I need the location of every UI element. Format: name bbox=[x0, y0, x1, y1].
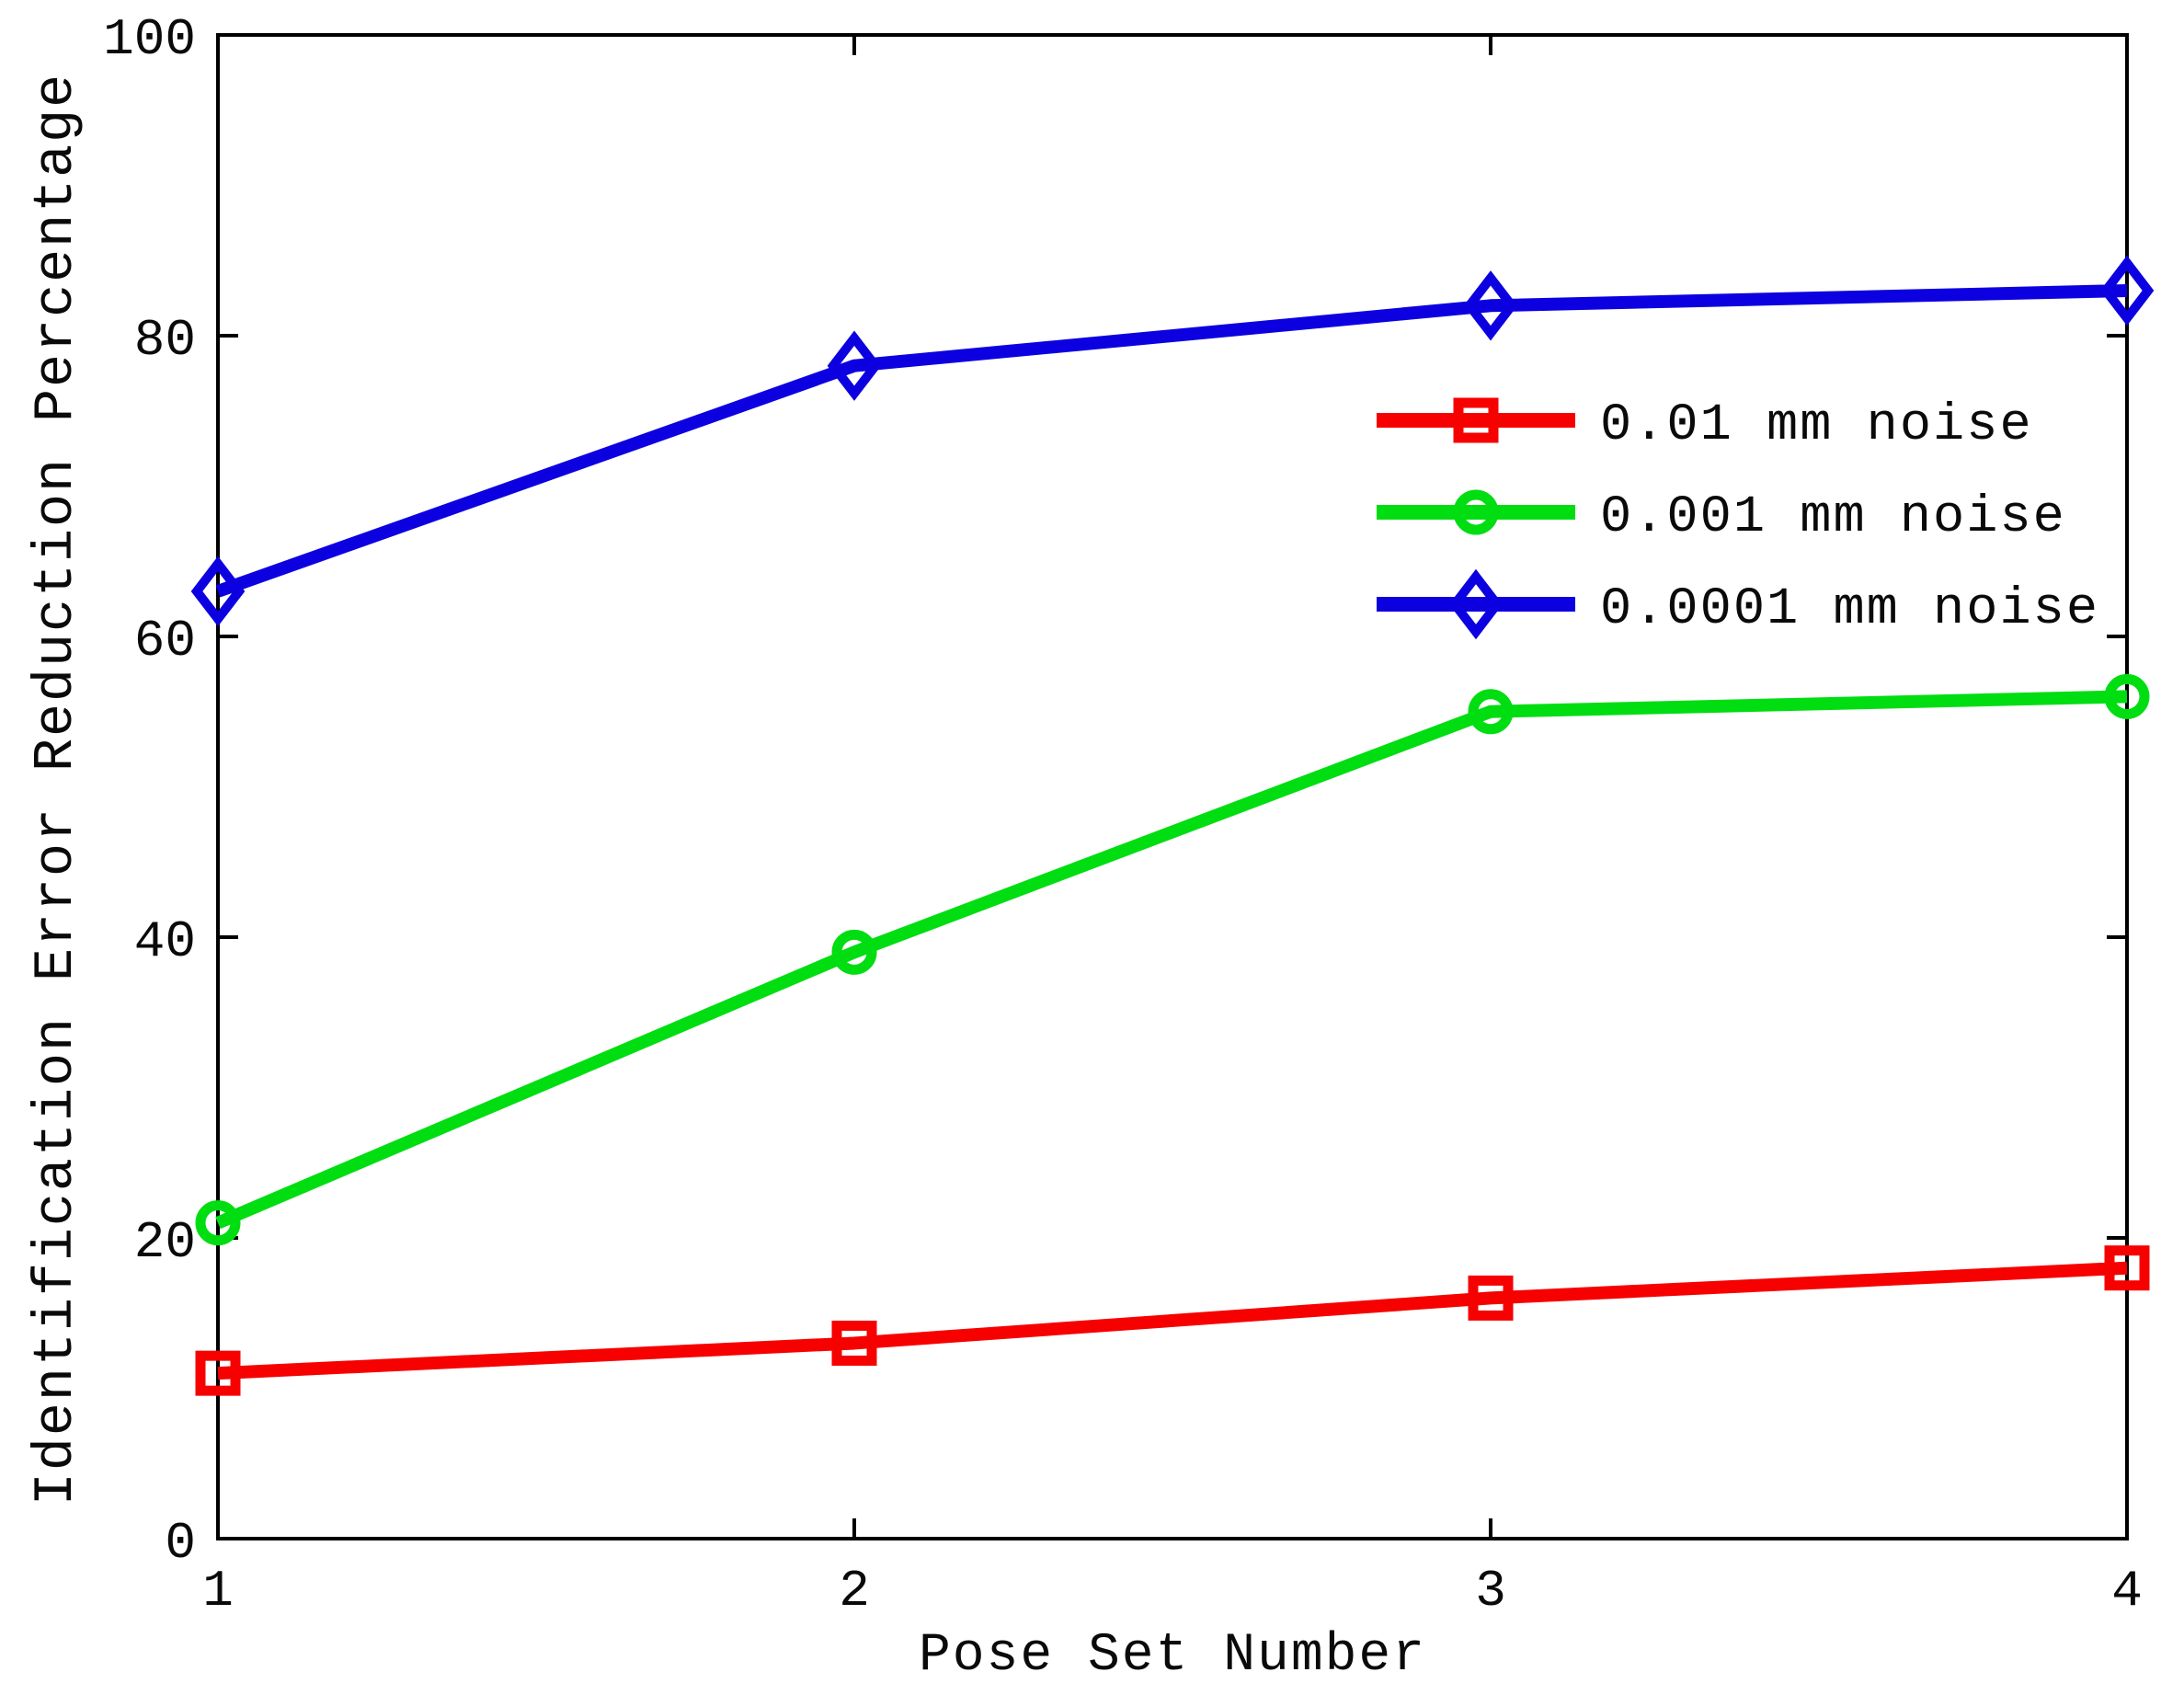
marker-0-001-mm-noise-x1 bbox=[195, 1200, 241, 1246]
marker-0-0001-mm-noise-x3 bbox=[1463, 270, 1518, 341]
y-tick-label-80: 80 bbox=[134, 311, 196, 370]
y-tick-label-100: 100 bbox=[103, 10, 196, 69]
marker-0-0001-mm-noise-x2 bbox=[827, 330, 882, 401]
y-tick-label-0: 0 bbox=[165, 1514, 196, 1573]
x-axis-title: Pose Set Number bbox=[918, 1626, 1427, 1686]
plot-box bbox=[216, 33, 2129, 1540]
legend-marker-0-001-mm-noise-icon bbox=[1453, 489, 1499, 535]
marker-0-0001-mm-noise-x4 bbox=[2099, 255, 2155, 326]
series-line-0-01-mm-noise bbox=[217, 1261, 2128, 1380]
marker-0-01-mm-noise-x4 bbox=[2104, 1245, 2150, 1291]
legend-marker-0-0001-mm-noise-icon bbox=[1448, 568, 1504, 640]
legend-item-0-0001-mm-noise: 0.0001 mm noise bbox=[1377, 568, 2099, 640]
marker-0-01-mm-noise-x2 bbox=[831, 1320, 877, 1366]
y-tick-label-20: 20 bbox=[134, 1213, 196, 1272]
marker-0-001-mm-noise-x2 bbox=[831, 929, 877, 975]
series-line-0-0001-mm-noise bbox=[215, 283, 2128, 598]
marker-0-001-mm-noise-x3 bbox=[1468, 689, 1514, 735]
legend-label-0-001-mm-noise: 0.001 mm noise bbox=[1600, 488, 2066, 547]
marker-0-0001-mm-noise-x1 bbox=[190, 555, 246, 627]
x-tick-label-2: 2 bbox=[839, 1562, 870, 1621]
legend-item-0-01-mm-noise: 0.01 mm noise bbox=[1377, 396, 2033, 455]
y-tick-label-40: 40 bbox=[134, 912, 196, 971]
marker-0-01-mm-noise-x1 bbox=[195, 1350, 241, 1396]
legend-label-0-0001-mm-noise: 0.0001 mm noise bbox=[1600, 580, 2099, 639]
marker-0-001-mm-noise-x4 bbox=[2104, 673, 2150, 719]
y-axis-title: Identification Error Reduction Percentag… bbox=[26, 72, 88, 1506]
marker-0-01-mm-noise-x3 bbox=[1468, 1275, 1514, 1321]
series-line-0-001-mm-noise bbox=[215, 690, 2128, 1230]
y-tick-label-60: 60 bbox=[134, 612, 196, 670]
legend-marker-0-01-mm-noise-icon bbox=[1453, 397, 1499, 443]
x-tick-label-3: 3 bbox=[1475, 1562, 1506, 1621]
legend-label-0-01-mm-noise: 0.01 mm noise bbox=[1600, 396, 2033, 455]
x-tick-label-4: 4 bbox=[2111, 1562, 2143, 1621]
x-tick-label-1: 1 bbox=[202, 1562, 234, 1621]
legend-item-0-001-mm-noise: 0.001 mm noise bbox=[1377, 488, 2066, 547]
